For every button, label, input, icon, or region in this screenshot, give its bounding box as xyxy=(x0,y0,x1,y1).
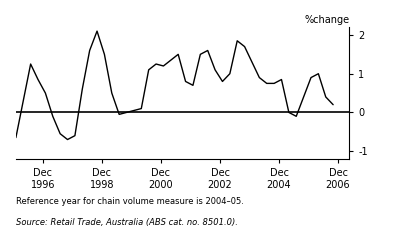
Text: Source: Retail Trade, Australia (ABS cat. no. 8501.0).: Source: Retail Trade, Australia (ABS cat… xyxy=(16,218,238,227)
Text: Reference year for chain volume measure is 2004–05.: Reference year for chain volume measure … xyxy=(16,197,244,207)
Text: %change: %change xyxy=(304,15,349,25)
